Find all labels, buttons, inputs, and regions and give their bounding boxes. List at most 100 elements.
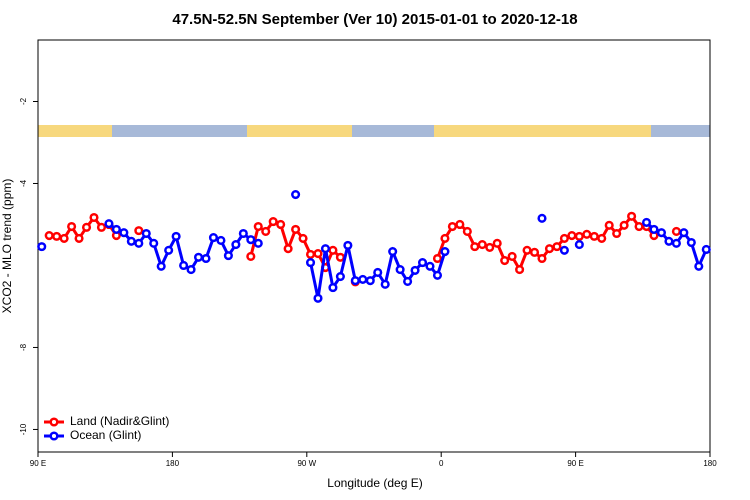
data-point bbox=[641, 217, 652, 227]
data-point bbox=[328, 283, 338, 293]
data-point bbox=[515, 265, 525, 275]
legend-label: Land (Nadir&Glint) bbox=[70, 414, 169, 428]
data-point bbox=[335, 252, 345, 262]
data-point bbox=[485, 242, 495, 252]
data-point bbox=[694, 261, 704, 271]
data-point bbox=[291, 224, 301, 234]
data-point bbox=[298, 233, 308, 243]
data-point bbox=[37, 242, 47, 252]
x-tick-label: 90 E bbox=[30, 459, 46, 468]
data-point bbox=[395, 265, 405, 275]
data-point bbox=[305, 249, 316, 259]
data-point bbox=[141, 228, 151, 239]
data-point bbox=[246, 251, 256, 262]
data-point bbox=[432, 270, 443, 280]
y-tick-label: -4 bbox=[19, 179, 28, 187]
data-point bbox=[492, 238, 502, 248]
data-point bbox=[425, 261, 435, 271]
legend-swatch-marker bbox=[49, 431, 59, 441]
data-point bbox=[574, 231, 584, 241]
data-point bbox=[44, 230, 54, 241]
data-point bbox=[544, 244, 555, 254]
data-point bbox=[223, 251, 233, 261]
data-point bbox=[253, 238, 263, 248]
data-point bbox=[447, 221, 457, 232]
data-point bbox=[283, 244, 293, 254]
data-point bbox=[410, 265, 420, 275]
data-point bbox=[373, 267, 383, 277]
data-point bbox=[261, 226, 271, 236]
data-point bbox=[589, 231, 599, 241]
data-point bbox=[432, 253, 443, 264]
x-tick-label: 180 bbox=[166, 459, 180, 468]
data-point bbox=[74, 233, 84, 243]
data-point bbox=[149, 238, 159, 248]
data-point bbox=[462, 226, 472, 236]
data-point bbox=[134, 238, 144, 248]
data-point bbox=[388, 246, 398, 257]
data-point bbox=[403, 276, 413, 287]
data-point bbox=[552, 242, 562, 252]
data-point bbox=[350, 276, 360, 286]
data-point bbox=[335, 271, 345, 282]
data-point bbox=[179, 260, 189, 271]
y-tick-label: -8 bbox=[19, 343, 28, 351]
data-point bbox=[104, 219, 114, 229]
data-point bbox=[305, 258, 316, 268]
data-point bbox=[67, 221, 77, 232]
data-point bbox=[246, 235, 256, 245]
data-point bbox=[253, 221, 263, 232]
data-point bbox=[597, 233, 607, 243]
legend-swatch-marker bbox=[49, 417, 59, 427]
data-point bbox=[627, 211, 637, 221]
data-point bbox=[156, 261, 166, 271]
y-tick-label: -2 bbox=[19, 97, 28, 105]
data-point bbox=[522, 245, 532, 255]
data-point bbox=[649, 224, 659, 234]
data-point bbox=[537, 253, 547, 264]
y-axis-label: XCO2 - MLO trend (ppm) bbox=[0, 179, 14, 314]
data-point bbox=[567, 230, 577, 241]
data-point bbox=[291, 190, 301, 200]
data-point bbox=[320, 244, 331, 254]
data-point bbox=[134, 226, 144, 236]
x-tick-label: 180 bbox=[703, 459, 717, 468]
data-point bbox=[328, 245, 338, 255]
data-point bbox=[238, 228, 248, 239]
data-point bbox=[268, 217, 278, 227]
x-axis-label: Longitude (deg E) bbox=[327, 476, 422, 490]
data-point bbox=[59, 233, 69, 243]
x-tick-label: 0 bbox=[439, 459, 444, 468]
data-point bbox=[477, 240, 487, 250]
data-point bbox=[313, 293, 323, 303]
data-point bbox=[186, 265, 196, 275]
data-point bbox=[276, 219, 286, 230]
data-point bbox=[686, 237, 696, 248]
data-point bbox=[470, 242, 480, 252]
data-point bbox=[656, 228, 667, 238]
data-point bbox=[671, 238, 681, 248]
data-point bbox=[380, 279, 390, 289]
data-point bbox=[701, 244, 711, 255]
data-point bbox=[193, 252, 204, 262]
data-point bbox=[440, 246, 450, 257]
data-point bbox=[126, 236, 136, 246]
data-point bbox=[500, 256, 510, 266]
data-point bbox=[208, 233, 219, 243]
data-point bbox=[679, 228, 689, 238]
data-point bbox=[365, 276, 375, 286]
x-tick-label: 90 E bbox=[567, 459, 583, 468]
data-point bbox=[559, 245, 569, 255]
data-point bbox=[619, 220, 629, 230]
chart-title: 47.5N-52.5N September (Ver 10) 2015-01-0… bbox=[172, 11, 577, 28]
data-point bbox=[216, 235, 226, 246]
data-point bbox=[119, 228, 129, 238]
data-point bbox=[96, 222, 107, 232]
data-point bbox=[559, 233, 569, 243]
data-point bbox=[111, 224, 121, 234]
data-point bbox=[171, 231, 181, 241]
data-point bbox=[164, 245, 174, 255]
data-point bbox=[455, 219, 465, 230]
data-point bbox=[574, 240, 584, 250]
